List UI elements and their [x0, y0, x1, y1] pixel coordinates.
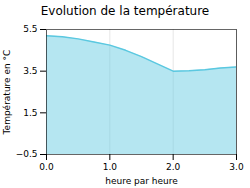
svg-text:3.5: 3.5 [23, 66, 37, 76]
svg-text:0.0: 0.0 [39, 162, 54, 172]
svg-text:5.5: 5.5 [23, 24, 37, 34]
svg-text:3.0: 3.0 [229, 162, 244, 172]
svg-text:1.5: 1.5 [23, 108, 37, 118]
svg-text:heure par heure: heure par heure [105, 176, 178, 186]
html-text:Evolution de la température: Evolution de la température [40, 4, 210, 18]
svg-text:Température en °C: Température en °C [2, 50, 12, 136]
svg-text:−0.5: −0.5 [16, 149, 38, 159]
svg-text:2.0: 2.0 [166, 162, 181, 172]
svg-text:1.0: 1.0 [103, 162, 118, 172]
